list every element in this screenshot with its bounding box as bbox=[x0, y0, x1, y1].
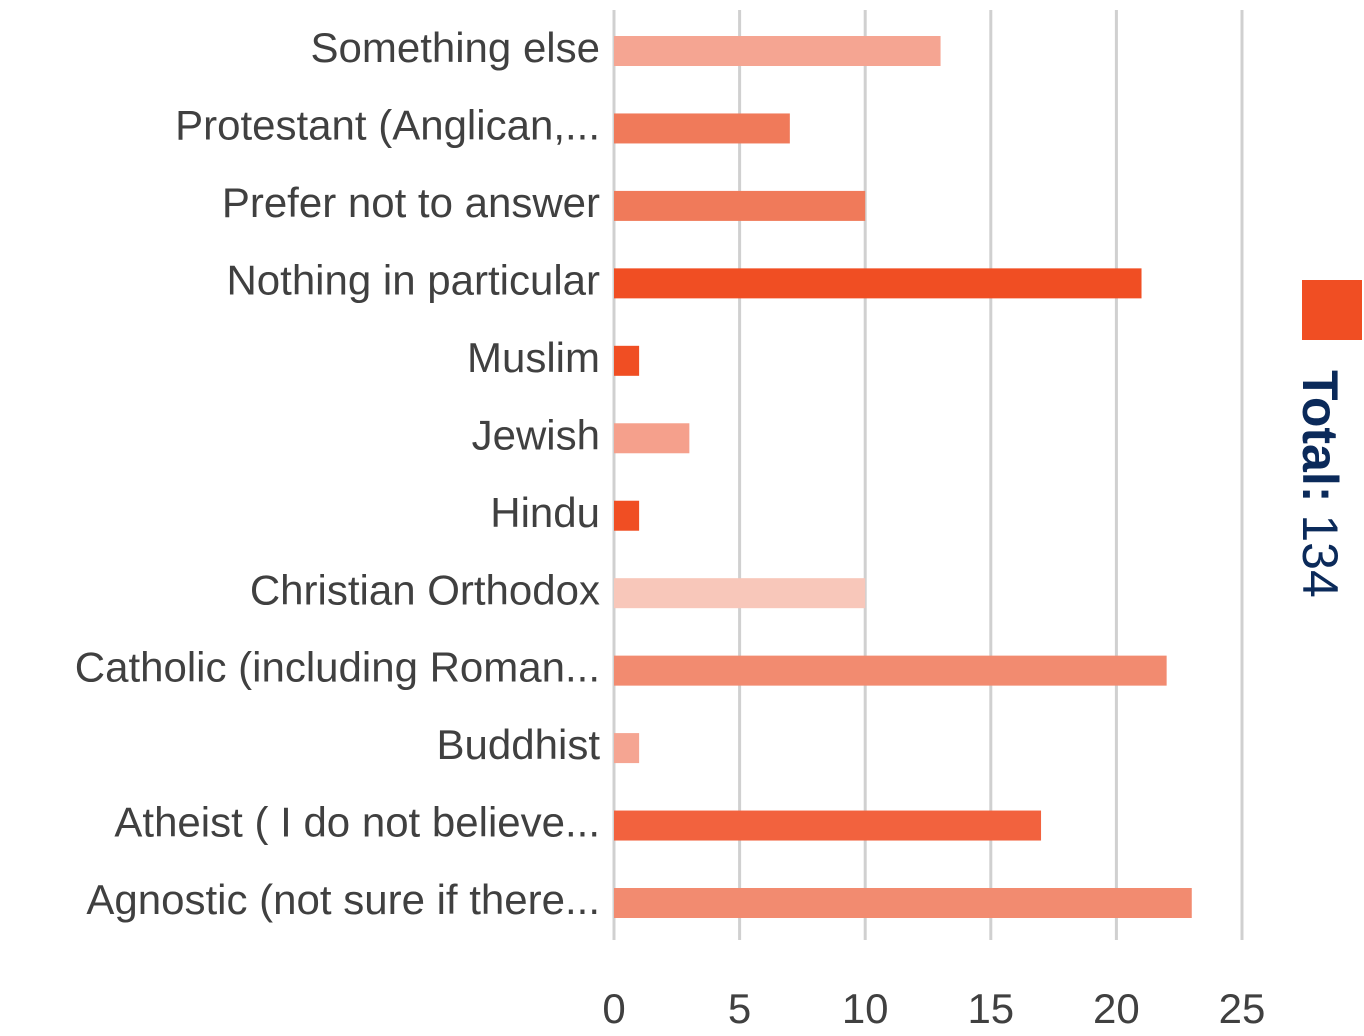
bar bbox=[614, 190, 866, 221]
x-tick-label: 15 bbox=[967, 985, 1014, 1032]
bar bbox=[614, 36, 941, 66]
y-tick-label: Catholic (including Roman... bbox=[75, 644, 600, 691]
bar bbox=[614, 810, 1042, 841]
y-tick-label: Buddhist bbox=[437, 721, 601, 768]
bar bbox=[614, 500, 640, 531]
y-tick-label: Agnostic (not sure if there... bbox=[86, 876, 600, 923]
plot-area: 0 5 10 15 20 25 Something else Protestant (Angl… bbox=[75, 10, 1266, 1032]
legend-text: Total: 134 bbox=[1292, 370, 1348, 598]
bar bbox=[614, 423, 690, 454]
bar bbox=[614, 113, 790, 144]
bar bbox=[614, 578, 866, 609]
legend-swatch bbox=[1302, 280, 1362, 340]
y-tick-label: Nothing in particular bbox=[226, 256, 600, 303]
y-tick-label: Atheist ( I do not believe... bbox=[114, 799, 600, 846]
legend-label: Total: bbox=[1292, 370, 1348, 502]
y-tick-label: Muslim bbox=[467, 334, 600, 381]
y-tick-label: Hindu bbox=[490, 489, 600, 536]
x-tick-label: 20 bbox=[1093, 985, 1140, 1032]
y-tick-label: Protestant (Anglican,... bbox=[175, 102, 600, 149]
legend-total: 134 bbox=[1292, 514, 1348, 597]
y-tick-label: Prefer not to answer bbox=[222, 179, 600, 226]
bar bbox=[614, 345, 640, 376]
bar bbox=[614, 268, 1142, 299]
y-tick-label: Something else bbox=[310, 24, 600, 71]
x-tick-label: 10 bbox=[842, 985, 889, 1032]
x-tick-label: 5 bbox=[728, 985, 751, 1032]
bar bbox=[614, 733, 640, 764]
y-tick-label: Christian Orthodox bbox=[250, 566, 600, 613]
bar bbox=[614, 655, 1167, 686]
x-tick-label: 25 bbox=[1219, 985, 1266, 1032]
bar bbox=[614, 888, 1192, 918]
y-tick-label: Jewish bbox=[472, 411, 600, 458]
x-tick-label: 0 bbox=[602, 985, 625, 1032]
